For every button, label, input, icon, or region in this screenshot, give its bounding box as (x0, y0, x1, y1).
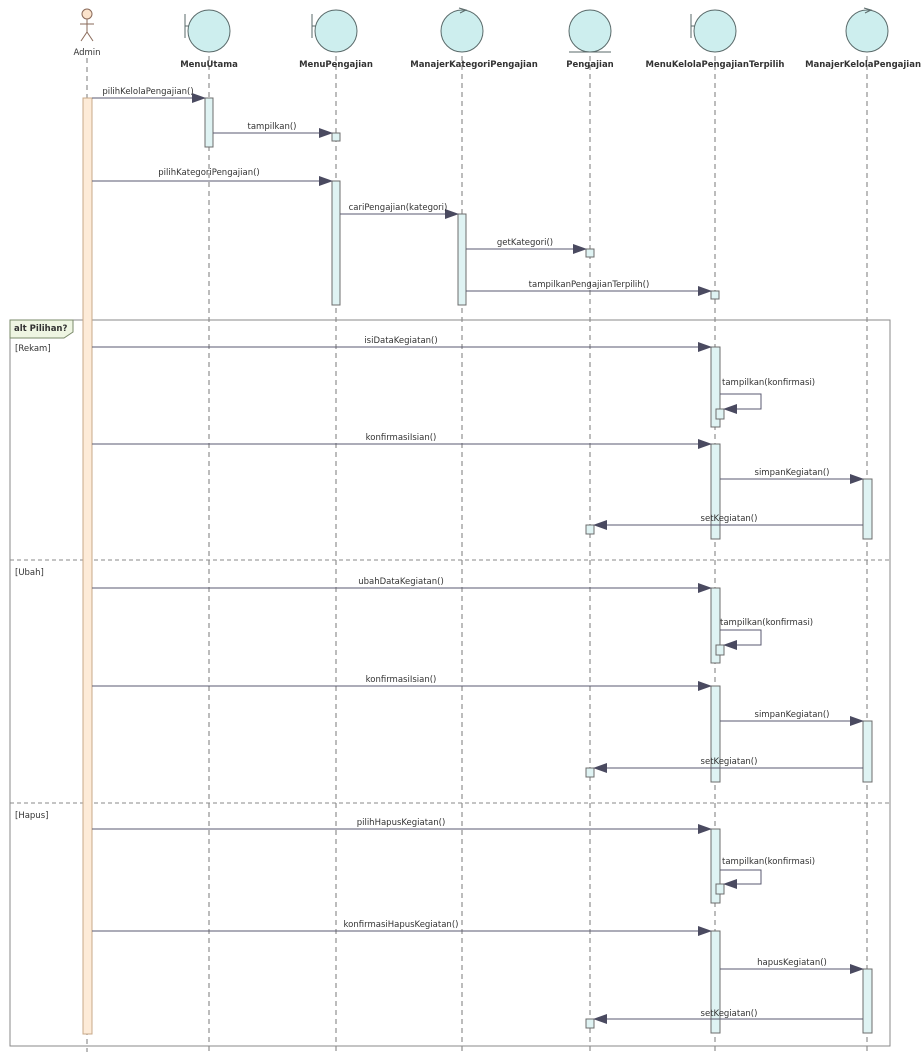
message[interactable]: simpanKegiatan() (720, 710, 864, 726)
boundary-icon (184, 9, 231, 53)
message-label: tampilkanPengajianTerpilih() (529, 280, 650, 290)
actor-icon (80, 8, 94, 42)
message-label: setKegiatan() (701, 514, 758, 524)
alt-fragment: alt Pilihan? [Rekam] [Ubah] [Hapus] (9, 319, 891, 1047)
activation-manajerkategori (457, 213, 467, 306)
self-message[interactable]: tampilkan(konfirmasi) (720, 378, 815, 414)
message-label: pilihKelolaPengajian() (102, 87, 193, 97)
activations (82, 97, 873, 1035)
activation-menupengajian (331, 180, 341, 306)
participant-label: Pengajian (566, 60, 613, 70)
message-label: ubahDataKegiatan() (358, 577, 444, 587)
message-label: tampilkan(konfirmasi) (722, 378, 815, 388)
participant-pengajian[interactable]: Pengajian (566, 9, 614, 70)
message-label: tampilkan(konfirmasi) (720, 618, 813, 628)
activation-menukelola-self (715, 408, 725, 420)
lifelines (86, 56, 868, 1052)
alt-label: alt Pilihan? (14, 324, 67, 334)
message-label: simpanKegiatan() (755, 468, 830, 478)
message-label: cariPengajian(kategori) (349, 203, 448, 213)
activation-menuutama (204, 97, 214, 148)
message[interactable]: simpanKegiatan() (720, 468, 864, 484)
participant-admin[interactable]: Admin (73, 8, 101, 58)
message-label: setKegiatan() (701, 757, 758, 767)
message-label: tampilkan() (248, 122, 297, 132)
entity-icon (568, 9, 612, 53)
self-message[interactable]: tampilkan(konfirmasi) (720, 857, 815, 889)
message[interactable]: konfirmasiHapusKegiatan() (92, 920, 712, 936)
message-label: tampilkan(konfirmasi) (722, 857, 815, 867)
participant-menuutama[interactable]: MenuUtama (180, 9, 238, 70)
activation-pengajian-box (585, 767, 595, 778)
activation-menupengajian-box (331, 132, 341, 142)
message[interactable]: setKegiatan() (593, 514, 863, 530)
participant-manajerkelola[interactable]: ManajerKelolaPengajian (805, 7, 921, 70)
alt-frame (9, 319, 891, 1047)
participant-label: MenuPengajian (299, 60, 373, 70)
message-label: hapusKegiatan() (757, 958, 827, 968)
activation-menukelola (710, 828, 721, 904)
message-label: getKategori() (497, 238, 553, 248)
activation-menukelola-box (710, 290, 720, 300)
activation-menukelola (710, 685, 721, 783)
message-label: simpanKegiatan() (755, 710, 830, 720)
message-label: konfirmasiIsian() (366, 433, 437, 443)
message[interactable]: pilihHapusKegiatan() (92, 818, 712, 834)
message[interactable]: getKategori() (466, 238, 587, 254)
activation-menukelola (710, 930, 721, 1034)
message[interactable]: tampilkanPengajianTerpilih() (466, 280, 712, 296)
message-label: setKegiatan() (701, 1009, 758, 1019)
message-label: isiDataKegiatan() (364, 336, 437, 346)
message[interactable]: pilihKategoriPengajian() (92, 168, 333, 186)
alt-tab (9, 319, 74, 339)
participant-menukelola[interactable]: MenuKelolaPengajianTerpilih (646, 9, 785, 70)
message-label: pilihKategoriPengajian() (158, 168, 260, 178)
message[interactable]: ubahDataKegiatan() (92, 577, 712, 593)
activation-manajerkelola (862, 478, 873, 540)
message[interactable]: isiDataKegiatan() (92, 336, 712, 352)
messages: pilihKelolaPengajian() tampilkan() pilih… (92, 87, 864, 1024)
activation-manajerkelola (862, 720, 873, 783)
activation-menukelola-self (715, 644, 725, 656)
message-label: konfirmasiIsian() (366, 675, 437, 685)
activation-pengajian-box (585, 524, 595, 535)
activation-menukelola (710, 443, 721, 540)
control-icon (845, 7, 889, 53)
control-icon (440, 7, 484, 53)
activation-menukelola (710, 346, 721, 428)
activation-admin (82, 97, 93, 1035)
activation-menukelola-self (715, 883, 725, 895)
message[interactable]: konfirmasiIsian() (92, 675, 712, 691)
participant-label: MenuUtama (180, 60, 238, 70)
boundary-icon (690, 9, 737, 53)
message[interactable]: setKegiatan() (593, 1009, 863, 1024)
participant-label: Admin (73, 48, 100, 58)
guard-ubah: [Ubah] (15, 568, 44, 578)
participant-manajerkategori[interactable]: ManajerKategoriPengajian (410, 7, 538, 70)
message[interactable]: setKegiatan() (593, 757, 863, 773)
activation-manajerkelola (862, 968, 873, 1034)
message[interactable]: konfirmasiIsian() (92, 433, 712, 449)
activation-pengajian-box (585, 248, 595, 258)
activation-pengajian-box (585, 1018, 595, 1029)
message-label: pilihHapusKegiatan() (357, 818, 446, 828)
self-message[interactable]: tampilkan(konfirmasi) (720, 618, 813, 650)
message[interactable]: hapusKegiatan() (720, 958, 864, 974)
participant-label: ManajerKelolaPengajian (805, 60, 921, 70)
participant-menupengajian[interactable]: MenuPengajian (299, 9, 373, 70)
activation-menukelola (710, 587, 721, 664)
message-label: konfirmasiHapusKegiatan() (344, 920, 459, 930)
participant-label: MenuKelolaPengajianTerpilih (646, 60, 785, 70)
message[interactable]: cariPengajian(kategori) (340, 203, 459, 219)
participant-label: ManajerKategoriPengajian (410, 60, 538, 70)
guard-rekam: [Rekam] (15, 344, 51, 354)
boundary-icon (311, 9, 358, 53)
message[interactable]: pilihKelolaPengajian() (92, 87, 206, 103)
guard-hapus: [Hapus] (15, 811, 48, 821)
message[interactable]: tampilkan() (213, 122, 333, 138)
